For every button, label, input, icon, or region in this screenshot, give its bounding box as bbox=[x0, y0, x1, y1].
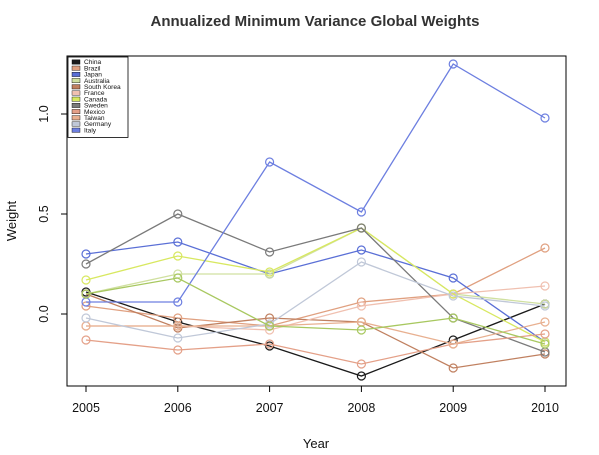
legend-swatch bbox=[71, 78, 81, 84]
data-point bbox=[540, 281, 550, 291]
series-line bbox=[85, 227, 546, 343]
legend-swatch bbox=[71, 96, 81, 102]
x-tick-label: 2009 bbox=[439, 401, 467, 415]
legend-entry: Brazil bbox=[84, 65, 101, 72]
y-tick-label: 0.0 bbox=[37, 305, 51, 322]
data-point bbox=[540, 113, 550, 123]
series-line bbox=[85, 291, 546, 377]
data-point bbox=[265, 157, 275, 167]
data-point bbox=[81, 335, 91, 345]
x-tick-label: 2010 bbox=[531, 401, 559, 415]
legend-swatch bbox=[71, 84, 81, 90]
series-japan bbox=[81, 237, 550, 347]
series-layer bbox=[81, 59, 550, 381]
data-point bbox=[540, 329, 550, 339]
legend-entry: France bbox=[84, 90, 105, 97]
legend-swatch bbox=[71, 109, 81, 115]
data-point bbox=[448, 291, 458, 301]
legend-entry: Japan bbox=[84, 72, 102, 79]
legend-swatch bbox=[71, 71, 81, 77]
legend-entry: Mexico bbox=[84, 109, 105, 116]
data-point bbox=[173, 251, 183, 261]
series-line bbox=[86, 63, 546, 303]
data-point bbox=[448, 339, 458, 349]
data-point bbox=[448, 59, 458, 69]
series-unlabeled bbox=[81, 273, 550, 349]
legend-entry: Italy bbox=[84, 127, 97, 134]
legend-swatch bbox=[71, 127, 81, 133]
data-point bbox=[540, 339, 550, 349]
chart-title: Annualized Minimum Variance Global Weigh… bbox=[151, 13, 480, 30]
series-line bbox=[85, 247, 546, 327]
y-tick-label: 1.0 bbox=[37, 105, 51, 122]
legend-entry: Australia bbox=[84, 78, 110, 85]
series-line bbox=[85, 213, 546, 353]
data-point bbox=[81, 259, 91, 269]
data-point bbox=[356, 245, 366, 255]
data-point bbox=[173, 333, 183, 343]
plot-frame bbox=[66, 55, 567, 387]
series-line bbox=[85, 293, 546, 369]
data-point bbox=[356, 371, 366, 381]
series-line bbox=[85, 241, 546, 343]
legend-entry: South Korea bbox=[84, 84, 121, 91]
y-tick-label: 0.5 bbox=[37, 205, 51, 222]
data-point bbox=[173, 209, 183, 219]
legend-swatch bbox=[71, 90, 81, 96]
data-point bbox=[448, 313, 458, 323]
legend-swatch bbox=[71, 121, 81, 127]
x-tick-label: 2005 bbox=[72, 401, 100, 415]
data-point bbox=[540, 301, 550, 311]
x-tick-label: 2006 bbox=[164, 401, 192, 415]
data-point bbox=[356, 207, 366, 217]
data-point bbox=[356, 301, 366, 311]
x-tick-label: 2008 bbox=[347, 401, 375, 415]
data-point bbox=[173, 273, 183, 283]
series-line bbox=[85, 277, 546, 345]
data-point bbox=[81, 275, 91, 285]
y-axis-label: Weight bbox=[4, 201, 19, 242]
y-axis: 0.0 0.5 1.0 bbox=[37, 105, 67, 323]
series-line bbox=[85, 261, 546, 339]
data-point bbox=[81, 249, 91, 259]
data-point bbox=[356, 223, 366, 233]
legend-swatch bbox=[71, 65, 81, 71]
series-mexico bbox=[81, 329, 550, 369]
data-point bbox=[81, 313, 91, 323]
data-point bbox=[81, 289, 91, 299]
series-italy bbox=[81, 59, 550, 307]
data-point bbox=[356, 325, 366, 335]
data-point bbox=[448, 363, 458, 373]
data-point bbox=[448, 273, 458, 283]
data-point bbox=[265, 247, 275, 257]
data-point bbox=[356, 257, 366, 267]
data-point bbox=[173, 321, 183, 331]
data-point bbox=[265, 321, 275, 331]
data-point bbox=[265, 267, 275, 277]
data-point bbox=[173, 345, 183, 355]
data-point bbox=[173, 237, 183, 247]
data-point bbox=[173, 297, 183, 307]
data-point bbox=[540, 243, 550, 253]
series-line bbox=[85, 227, 546, 305]
legend-swatch bbox=[71, 115, 81, 121]
legend-entry: Sweden bbox=[84, 103, 108, 110]
data-point bbox=[265, 339, 275, 349]
series-line bbox=[85, 333, 546, 365]
data-point bbox=[540, 317, 550, 327]
legend-swatch bbox=[71, 102, 81, 108]
legend-entry: Germany bbox=[84, 121, 112, 128]
legend-entry: Taiwan bbox=[84, 115, 105, 122]
series-line bbox=[86, 321, 546, 345]
x-axis: 2005 2006 2007 2008 2009 2010 bbox=[72, 386, 559, 415]
legend-swatch bbox=[71, 59, 81, 65]
x-axis-label: Year bbox=[303, 436, 330, 451]
legend-entry: Canada bbox=[84, 96, 107, 103]
x-tick-label: 2007 bbox=[256, 401, 284, 415]
legend-entry: China bbox=[84, 59, 102, 66]
data-point bbox=[356, 359, 366, 369]
series-brazil bbox=[81, 243, 550, 331]
